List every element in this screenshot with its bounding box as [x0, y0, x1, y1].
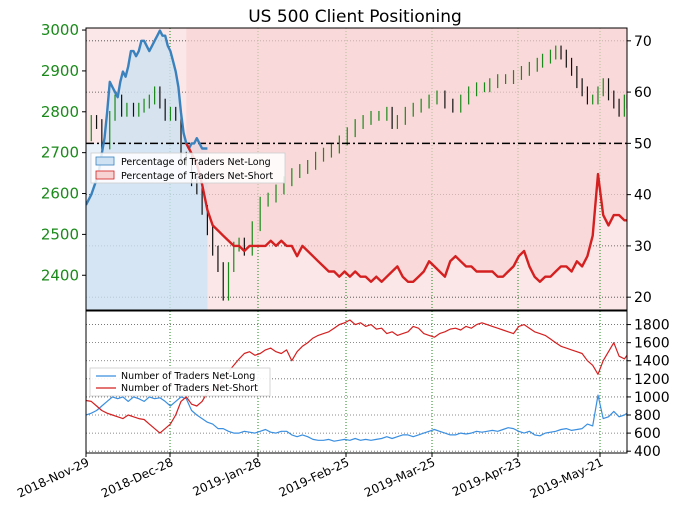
x-tick-label-1: 2018-Dec-28: [99, 455, 175, 501]
bottom-legend: Number of Traders Net-Long Number of Tra…: [89, 367, 271, 397]
count-tick-label-5: 1400: [634, 354, 670, 370]
price-tick-label-4: 2800: [41, 103, 79, 121]
bottom-panel: 400 600 800 1000 1200 1400 1600 1800 Number of …: [85, 310, 670, 460]
price-tick-label-3: 2700: [41, 144, 79, 162]
count-tick-label-6: 1600: [634, 336, 670, 352]
chart-title: US 500 Client Positioning: [248, 7, 462, 27]
count-tick-label-7: 1800: [634, 318, 670, 334]
net-short-pct-fill: [186, 28, 627, 282]
net-short-pct-line: [185, 142, 627, 283]
pct-tick-label-1: 30: [634, 239, 652, 255]
x-tick-label-3: 2019-Feb-25: [277, 455, 352, 500]
pct-tick-label-5: 70: [634, 34, 652, 50]
pct-tick-label-4: 60: [634, 85, 652, 101]
count-tick-label-0: 400: [634, 444, 661, 460]
x-tick-label-2: 2019-Jan-28: [191, 455, 264, 499]
price-tick-label-6: 3000: [41, 21, 79, 39]
price-tick-label-0: 2400: [41, 266, 79, 284]
x-tick-label-4: 2019-Mar-25: [362, 455, 437, 500]
bottom-panel-frame: [85, 310, 628, 454]
price-tick-label-1: 2500: [41, 225, 79, 243]
price-tick-label-5: 2900: [41, 62, 79, 80]
top-panel: 2400 2500 2600 2700 2800 2900 3000 20 30 40 50 60 7…: [41, 21, 652, 311]
net-long-count-line: [86, 394, 627, 442]
x-tick-label-0: 2018-Nov-29: [15, 455, 91, 500]
legend-label-net-long-count: Number of Traders Net-Long: [121, 371, 255, 382]
pct-tick-label-0: 20: [634, 290, 652, 306]
x-tick-label-6: 2019-May-21: [528, 455, 606, 501]
legend-label-net-short-count: Number of Traders Net-Short: [121, 383, 258, 394]
price-tick-label-2: 2600: [41, 185, 79, 203]
top-panel-frame: [85, 27, 628, 311]
legend-label-net-long-pct: Percentage of Traders Net-Long: [121, 157, 271, 168]
count-tick-label-1: 600: [634, 426, 661, 442]
count-tick-label-3: 1000: [634, 390, 670, 406]
legend-label-net-short-pct: Percentage of Traders Net-Short: [121, 171, 273, 182]
net-short-count-line: [86, 319, 627, 434]
legend-swatch-net-short-pct: [95, 170, 115, 180]
count-tick-label-4: 1200: [634, 372, 670, 388]
x-tick-label-5: 2019-Apr-23: [450, 455, 523, 499]
legend-swatch-net-long-pct: [95, 156, 115, 166]
pct-tick-label-3: 50: [634, 136, 652, 152]
pct-tick-label-2: 40: [634, 188, 652, 204]
top-legend: Percentage of Traders Net-Long Percentag…: [90, 152, 286, 184]
count-tick-label-2: 800: [634, 408, 661, 424]
